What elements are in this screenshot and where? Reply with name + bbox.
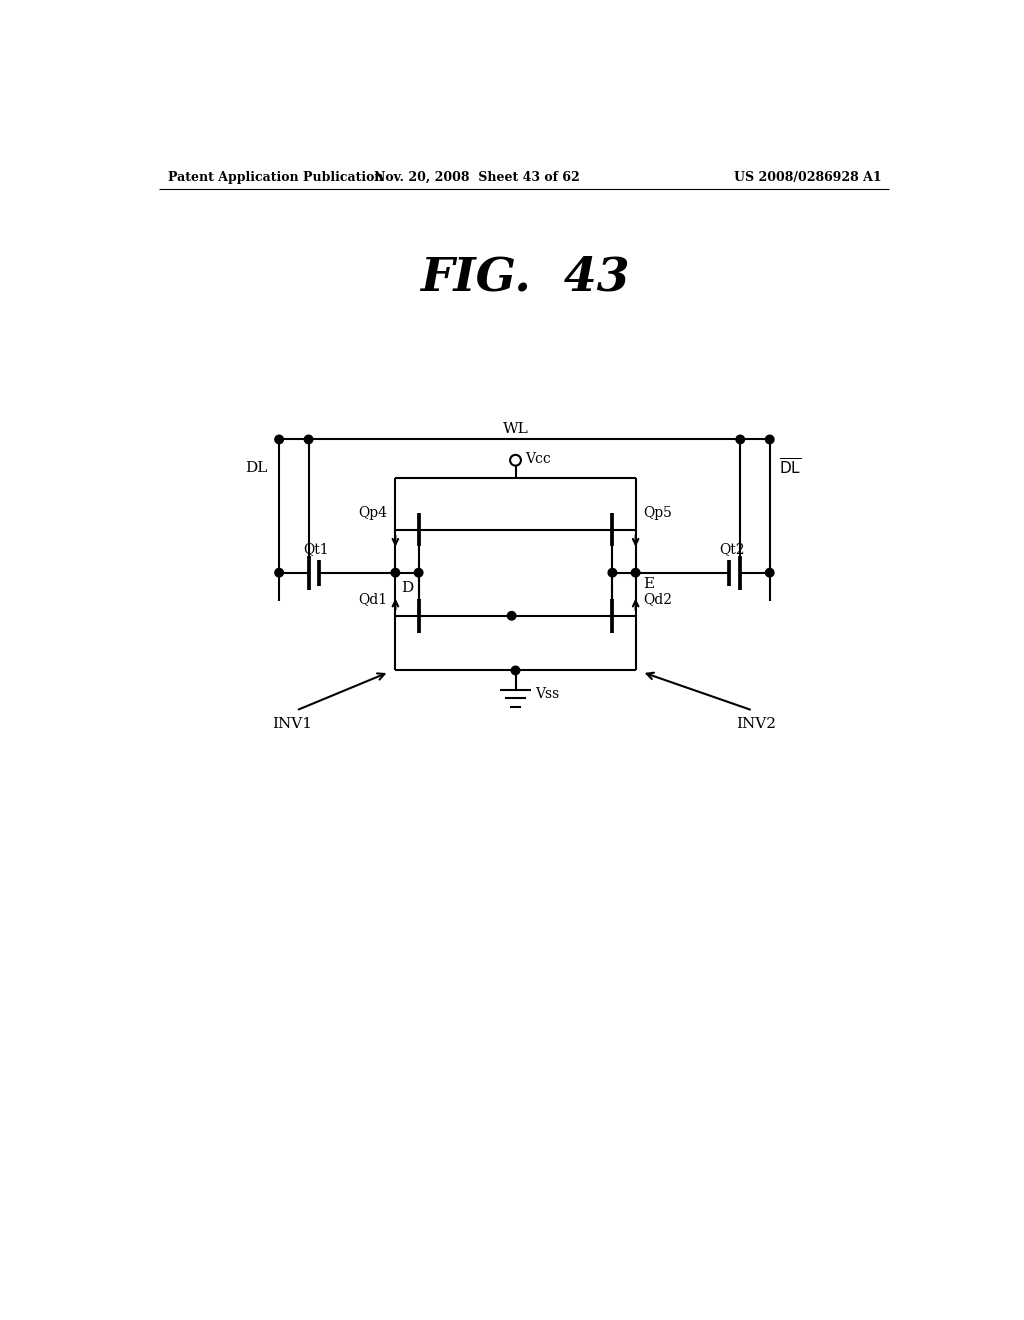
Text: DL: DL (245, 461, 267, 475)
Text: Qt2: Qt2 (720, 543, 745, 557)
Text: INV1: INV1 (272, 717, 312, 731)
Circle shape (391, 569, 399, 577)
Circle shape (736, 436, 744, 444)
Circle shape (511, 667, 520, 675)
Circle shape (765, 436, 774, 444)
Circle shape (507, 611, 516, 620)
Circle shape (415, 569, 423, 577)
Circle shape (765, 569, 774, 577)
Text: Nov. 20, 2008  Sheet 43 of 62: Nov. 20, 2008 Sheet 43 of 62 (374, 172, 580, 185)
Circle shape (274, 569, 284, 577)
Text: Vcc: Vcc (524, 453, 551, 466)
Text: Qd1: Qd1 (358, 591, 388, 606)
Text: Vss: Vss (535, 686, 559, 701)
Text: Qp5: Qp5 (643, 506, 672, 520)
Text: $\overline{\mathrm{DL}}$: $\overline{\mathrm{DL}}$ (779, 458, 801, 478)
Text: Patent Application Publication: Patent Application Publication (168, 172, 384, 185)
Text: Qt1: Qt1 (303, 543, 329, 557)
Circle shape (274, 436, 284, 444)
Text: Qd2: Qd2 (643, 591, 673, 606)
Text: E: E (643, 577, 654, 591)
Text: US 2008/0286928 A1: US 2008/0286928 A1 (733, 172, 882, 185)
Text: INV2: INV2 (736, 717, 776, 731)
Circle shape (608, 569, 616, 577)
Text: WL: WL (503, 421, 528, 436)
Circle shape (304, 436, 313, 444)
Circle shape (632, 569, 640, 577)
Text: FIG.  43: FIG. 43 (420, 255, 630, 301)
Text: Qp4: Qp4 (358, 506, 388, 520)
Text: D: D (401, 581, 414, 595)
